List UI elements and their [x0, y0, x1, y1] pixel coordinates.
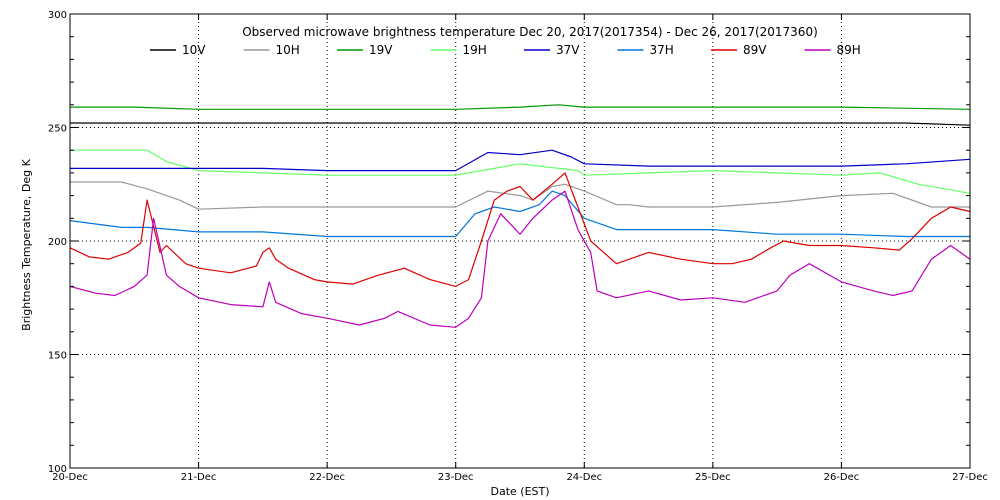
- y-tick-label: 300: [48, 10, 67, 21]
- legend-label-89v: 89V: [743, 43, 767, 57]
- y-tick-label: 100: [48, 464, 67, 475]
- axis-layer: 20-Dec 21-Dec 22-Dec 23-Dec 24-Dec 25-Dec 26-D…: [48, 10, 988, 483]
- grid-layer: [70, 14, 970, 468]
- x-tick-label: 22-Dec: [309, 472, 345, 483]
- legend-label-19h: 19H: [463, 43, 487, 57]
- x-tick-label: 26-Dec: [824, 472, 860, 483]
- y-tick-label: 250: [48, 124, 67, 135]
- legend-label-37v: 37V: [556, 43, 580, 57]
- legend-label-37h: 37H: [650, 43, 674, 57]
- x-tick-label: 20-Dec: [52, 472, 88, 483]
- legend-label-89h: 89H: [837, 43, 861, 57]
- y-tick-label: 200: [48, 237, 67, 248]
- series-line-37h: [69, 190, 970, 238]
- x-tick-label: 21-Dec: [181, 472, 217, 483]
- y-axis-title: Brightness Temperature, Deg K: [20, 158, 33, 330]
- y-tick-label: 150: [48, 351, 67, 362]
- series-line-19v: [70, 104, 971, 110]
- x-tick-label: 27-Dec: [952, 472, 988, 483]
- series-line-10v: [70, 122, 971, 126]
- legend-label-19v: 19V: [369, 43, 393, 57]
- series-line-37v: [70, 149, 971, 172]
- series-line-89h: [69, 190, 971, 328]
- x-tick-label: 25-Dec: [695, 472, 731, 483]
- x-tick-label: 23-Dec: [438, 472, 474, 483]
- x-axis-title: Date (EST): [490, 485, 549, 498]
- series-line-19h: [70, 149, 971, 194]
- series-layer: [69, 104, 971, 328]
- legend-label-10h: 10H: [276, 43, 300, 57]
- series-line-89v: [69, 172, 971, 287]
- chart-title: Observed microwave brightness temperatur…: [242, 25, 818, 39]
- legend: 10V 10H 19V 19H 37V 37H 89V 89H: [150, 43, 861, 57]
- x-tick-label: 24-Dec: [566, 472, 602, 483]
- legend-label-10v: 10V: [182, 43, 206, 57]
